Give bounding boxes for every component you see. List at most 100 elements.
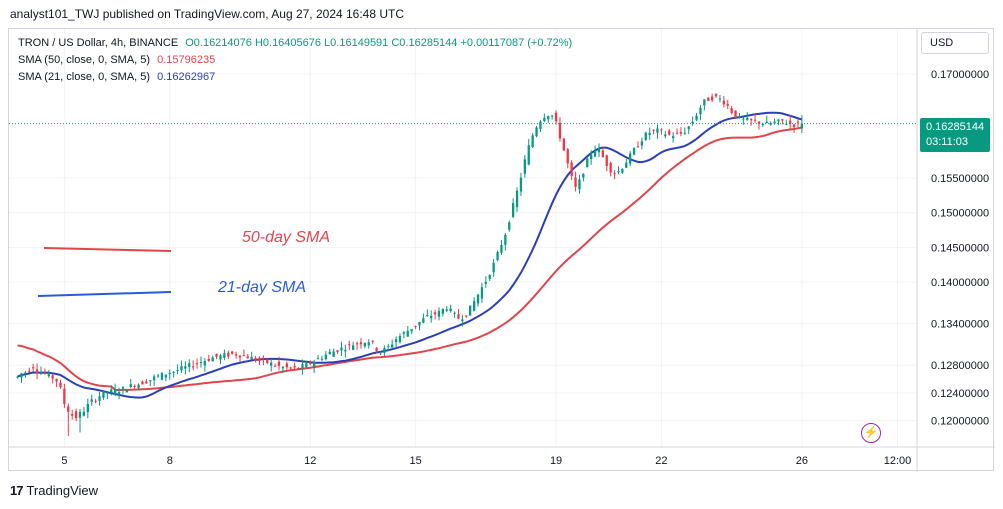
candle-body bbox=[695, 115, 698, 121]
candle-body bbox=[297, 367, 300, 369]
candle-body bbox=[266, 359, 269, 363]
candle-body bbox=[742, 118, 745, 120]
candle-body bbox=[687, 126, 690, 130]
candle-body bbox=[640, 141, 643, 146]
candle-body bbox=[652, 129, 655, 131]
candle-body bbox=[145, 381, 148, 384]
candle-body bbox=[531, 135, 534, 148]
candle-body bbox=[344, 349, 347, 352]
candle-body bbox=[414, 325, 417, 327]
candle-body bbox=[43, 372, 46, 374]
candle-body bbox=[51, 375, 54, 379]
sma21-label: SMA (21, close, 0, SMA, 5) bbox=[18, 71, 151, 83]
x-tick-label: 26 bbox=[796, 455, 808, 467]
candle-body bbox=[24, 372, 27, 374]
candle-body bbox=[324, 354, 327, 359]
candle-body bbox=[558, 122, 562, 139]
candle-body bbox=[679, 132, 683, 134]
candle-body bbox=[270, 362, 273, 366]
sma50-value: 0.15796235 bbox=[157, 54, 216, 66]
candle-body bbox=[469, 305, 472, 316]
candle-body bbox=[648, 132, 651, 135]
candle-body bbox=[188, 363, 191, 367]
candle-body bbox=[273, 365, 277, 367]
candle-body bbox=[231, 351, 234, 354]
candle-body bbox=[473, 301, 476, 311]
candle-body bbox=[90, 399, 93, 402]
y-tick-label: 0.12400000 bbox=[931, 388, 989, 400]
candle-body bbox=[512, 203, 515, 217]
candle-body bbox=[457, 314, 460, 319]
candle-body bbox=[449, 308, 452, 312]
candle-body bbox=[437, 310, 441, 317]
candle-body bbox=[500, 245, 503, 253]
legend-sma50-row[interactable]: SMA (50, close, 0, SMA, 5) 0.15796235 bbox=[18, 52, 572, 69]
candle-body bbox=[133, 386, 136, 387]
candle-body bbox=[789, 120, 792, 124]
candle-body bbox=[398, 336, 402, 343]
candle-body bbox=[313, 361, 316, 367]
y-tick-label: 0.14500000 bbox=[931, 242, 989, 254]
candle-body bbox=[223, 353, 226, 358]
candle-body bbox=[121, 387, 125, 389]
candle-body bbox=[800, 123, 803, 129]
candle-body bbox=[488, 275, 491, 279]
tradingview-logo[interactable]: 17 TradingView bbox=[10, 483, 98, 498]
candle-body bbox=[242, 355, 245, 357]
candle-body bbox=[476, 294, 480, 304]
sma50-line bbox=[17, 126, 803, 392]
legend-sma21-row[interactable]: SMA (21, close, 0, SMA, 5) 0.16262967 bbox=[18, 69, 572, 86]
candle-body bbox=[691, 121, 694, 124]
candle-body bbox=[203, 361, 206, 366]
candle-body bbox=[753, 119, 757, 121]
candle-body bbox=[250, 357, 253, 360]
candle-body bbox=[785, 123, 788, 125]
candle-body bbox=[621, 169, 624, 173]
candle-body bbox=[625, 162, 628, 168]
currency-button[interactable]: USD bbox=[921, 32, 989, 54]
candle-body bbox=[47, 372, 50, 377]
candle-body bbox=[117, 392, 121, 395]
candle-body bbox=[629, 153, 632, 164]
candle-body bbox=[492, 262, 495, 273]
candle-body bbox=[660, 129, 663, 131]
candle-body bbox=[570, 162, 573, 176]
price-chart[interactable]: 0.12000000 0.12400000 0.12800000 0.13400000… bbox=[9, 29, 995, 472]
candle-body bbox=[422, 318, 425, 323]
candle-body bbox=[137, 384, 140, 389]
candle-body bbox=[59, 382, 62, 388]
symbol-label[interactable]: TRON / US Dollar, 4h, BINANCE bbox=[18, 37, 179, 49]
legend-main-row[interactable]: TRON / US Dollar, 4h, BINANCE O0.1621407… bbox=[18, 35, 572, 52]
candle-body bbox=[508, 222, 511, 230]
candle-body bbox=[675, 132, 679, 134]
chart-legend: TRON / US Dollar, 4h, BINANCE O0.1621407… bbox=[18, 35, 572, 86]
candle-body bbox=[757, 121, 761, 125]
candle-body bbox=[106, 392, 109, 394]
candle-body bbox=[593, 150, 597, 157]
candle-body bbox=[597, 148, 601, 153]
candle-body bbox=[149, 380, 152, 382]
y-tick-label: 0.15500000 bbox=[931, 173, 989, 185]
candle-body bbox=[227, 352, 230, 357]
candle-body bbox=[367, 342, 370, 346]
lightning-icon[interactable]: ⚡ bbox=[861, 423, 881, 443]
y-tick-label: 0.12000000 bbox=[931, 416, 989, 428]
candle-body bbox=[332, 351, 335, 357]
candle-body bbox=[336, 350, 339, 353]
candle-body bbox=[746, 117, 749, 120]
candle-body bbox=[527, 145, 530, 165]
candle-body bbox=[363, 343, 366, 347]
candle-body bbox=[32, 367, 35, 369]
candle-body bbox=[176, 370, 179, 372]
chart-frame[interactable]: 0.12000000 0.12400000 0.12800000 0.13400000… bbox=[8, 28, 995, 472]
candle-body bbox=[535, 127, 538, 137]
candle-body bbox=[632, 148, 636, 155]
candle-body bbox=[496, 252, 499, 261]
candle-body bbox=[590, 154, 593, 159]
candle-body bbox=[796, 121, 800, 123]
candle-body bbox=[289, 367, 292, 369]
candle-body bbox=[515, 190, 519, 208]
candle-body bbox=[305, 363, 308, 367]
candle-body bbox=[711, 96, 714, 101]
candle-body bbox=[574, 177, 577, 187]
